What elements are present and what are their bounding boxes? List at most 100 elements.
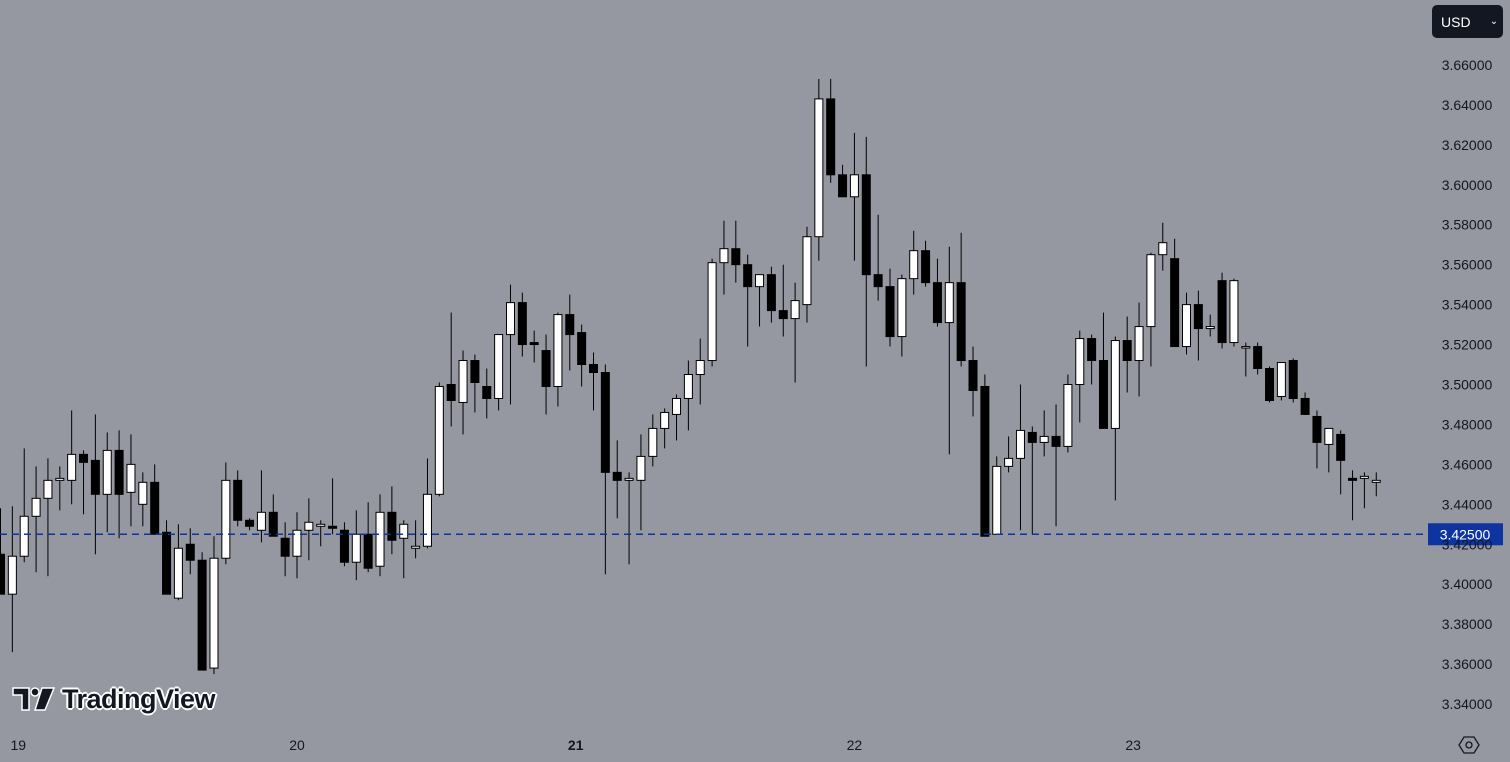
candle [778, 264, 788, 337]
candle-body [1087, 338, 1097, 362]
candle [589, 352, 598, 411]
candle-body [221, 479, 231, 559]
candle [292, 512, 302, 579]
candle-body [1039, 435, 1049, 443]
candle [1158, 222, 1168, 271]
candle-body [529, 342, 539, 346]
candle-body [387, 511, 397, 541]
y-tick-label: 3.34000 [1442, 696, 1493, 712]
candle-body [790, 300, 800, 320]
candle [458, 350, 468, 435]
candle-body [743, 264, 753, 288]
candle [909, 230, 919, 295]
candle [861, 136, 871, 367]
candle-body [1051, 435, 1061, 447]
candle-body [67, 453, 77, 481]
candle-body [672, 397, 682, 415]
y-tick-label: 3.54000 [1442, 297, 1493, 313]
candle-body [185, 543, 195, 561]
candle [529, 330, 539, 363]
candle [1170, 238, 1180, 348]
candle [1265, 366, 1275, 403]
candle-body [1205, 326, 1215, 330]
candle [838, 164, 848, 198]
candle [1122, 316, 1132, 393]
candle [636, 434, 646, 531]
candle [873, 214, 883, 301]
candle-body [7, 555, 17, 595]
candle-body [233, 479, 243, 521]
y-tick-label: 3.56000 [1442, 257, 1493, 273]
candle-body [363, 533, 373, 569]
price-tag-bg [1428, 523, 1503, 546]
candle-body [1300, 397, 1310, 415]
candle-body [944, 282, 954, 324]
candle-body [173, 547, 183, 599]
candle [1371, 472, 1381, 497]
candle-body [1276, 362, 1286, 397]
x-tick-label: 20 [289, 737, 305, 753]
candle [672, 394, 682, 441]
candle [1300, 392, 1310, 415]
candle-body [802, 236, 812, 306]
candle-body [434, 385, 444, 495]
candle-body [766, 274, 776, 312]
candle [470, 354, 480, 413]
candle [505, 284, 515, 405]
candle-body [90, 459, 100, 495]
candle [19, 448, 29, 563]
candle [328, 478, 338, 535]
candle-body [612, 471, 622, 481]
candle [316, 520, 326, 547]
candle [1110, 336, 1120, 501]
candle [1217, 272, 1227, 349]
candle-body [932, 282, 942, 324]
settings-hexagon-icon[interactable] [1458, 734, 1480, 756]
candle-body [849, 174, 859, 198]
candle [1063, 374, 1073, 453]
candle [980, 374, 990, 537]
candle-body [683, 374, 693, 399]
y-tick-label: 3.40000 [1442, 576, 1493, 592]
candle [849, 132, 859, 261]
candle [1193, 290, 1203, 361]
candle [1027, 426, 1037, 535]
price-axis[interactable]: 3.66000 3.64000 3.62000 3.60000 3.58000 3.560… [1442, 57, 1493, 712]
candle-body [411, 545, 421, 549]
candle [79, 450, 89, 515]
candle [1336, 430, 1346, 495]
x-tick-label: 23 [1125, 737, 1141, 753]
candle [553, 312, 563, 407]
candle-body [1359, 475, 1369, 479]
candle-body [1336, 433, 1346, 461]
candle [565, 294, 575, 371]
candle [992, 456, 1002, 535]
x-tick-label: 21 [568, 737, 584, 753]
candle [1087, 334, 1097, 385]
candle [1039, 410, 1049, 457]
candle-body [956, 282, 966, 362]
candle [185, 528, 195, 575]
candle [387, 486, 397, 555]
time-axis[interactable]: 19 20 21 22 23 [11, 737, 1142, 753]
candle [577, 324, 587, 387]
y-tick-label: 3.38000 [1442, 616, 1493, 632]
candle-body [1122, 340, 1132, 362]
candle [743, 254, 753, 347]
candle-body [55, 477, 65, 481]
candle [648, 414, 658, 467]
candle-body [707, 262, 717, 362]
candle [921, 240, 931, 287]
candle [411, 520, 421, 559]
candle-body [1027, 431, 1037, 443]
candle [55, 466, 65, 511]
candle [826, 78, 836, 183]
y-tick-label: 3.60000 [1442, 177, 1493, 193]
candle [339, 522, 349, 567]
candle-body [1371, 479, 1381, 483]
candle [695, 338, 705, 405]
candle-body [968, 360, 978, 391]
currency-dropdown[interactable]: USD ⌄ [1432, 5, 1503, 38]
candle [897, 274, 907, 357]
